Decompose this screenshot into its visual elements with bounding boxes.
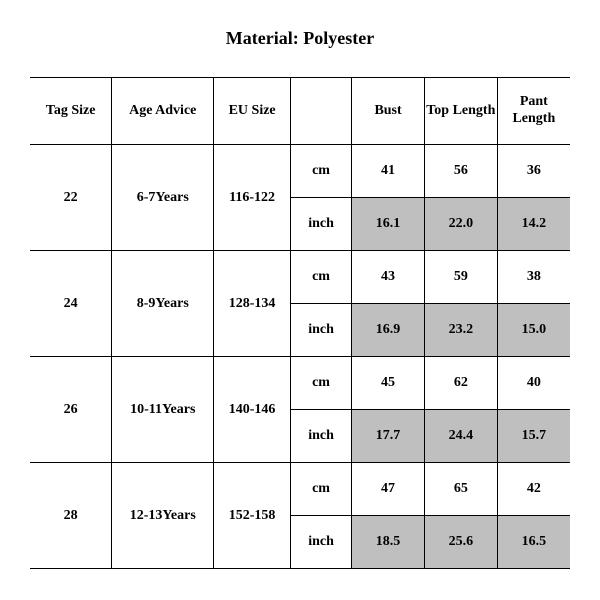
cell: 24.4 xyxy=(424,410,497,463)
page-title: Material: Polyester xyxy=(0,28,600,49)
cell: 65 xyxy=(424,463,497,516)
cell: 16.9 xyxy=(352,304,425,357)
cell: 23.2 xyxy=(424,304,497,357)
cell: 16.1 xyxy=(352,198,425,251)
cell: cm xyxy=(290,463,351,516)
cell: cm xyxy=(290,251,351,304)
cell: cm xyxy=(290,145,351,198)
page: Material: Polyester Tag Size Age Advice … xyxy=(0,0,600,600)
table-row: 2812-13Years152-158cm476542 xyxy=(30,463,570,516)
cell: 56 xyxy=(424,145,497,198)
cell: 62 xyxy=(424,357,497,410)
cell: 43 xyxy=(352,251,425,304)
cell: 12-13Years xyxy=(112,463,214,569)
table-row: 2610-11Years140-146cm456240 xyxy=(30,357,570,410)
cell: 14.2 xyxy=(497,198,570,251)
cell: 128-134 xyxy=(214,251,291,357)
cell: 18.5 xyxy=(352,516,425,569)
col-unit xyxy=(290,78,351,145)
cell: 47 xyxy=(352,463,425,516)
cell: 22 xyxy=(30,145,112,251)
size-chart-table: Tag Size Age Advice EU Size Bust Top Len… xyxy=(30,77,570,569)
cell: 45 xyxy=(352,357,425,410)
table-row: 226-7Years116-122cm415636 xyxy=(30,145,570,198)
cell: 10-11Years xyxy=(112,357,214,463)
cell: 140-146 xyxy=(214,357,291,463)
cell: 15.7 xyxy=(497,410,570,463)
cell: 42 xyxy=(497,463,570,516)
cell: inch xyxy=(290,410,351,463)
cell: 40 xyxy=(497,357,570,410)
cell: inch xyxy=(290,198,351,251)
table-header: Tag Size Age Advice EU Size Bust Top Len… xyxy=(30,78,570,145)
col-eu-size: EU Size xyxy=(214,78,291,145)
cell: 16.5 xyxy=(497,516,570,569)
col-age-advice: Age Advice xyxy=(112,78,214,145)
cell: 41 xyxy=(352,145,425,198)
col-top-length: Top Length xyxy=(424,78,497,145)
cell: inch xyxy=(290,304,351,357)
cell: 24 xyxy=(30,251,112,357)
table-body: 226-7Years116-122cm415636inch16.122.014.… xyxy=(30,145,570,569)
col-pant-length: Pant Length xyxy=(497,78,570,145)
cell: 59 xyxy=(424,251,497,304)
cell: 26 xyxy=(30,357,112,463)
table-row: 248-9Years128-134cm435938 xyxy=(30,251,570,304)
cell: 116-122 xyxy=(214,145,291,251)
cell: cm xyxy=(290,357,351,410)
cell: 28 xyxy=(30,463,112,569)
cell: 36 xyxy=(497,145,570,198)
cell: 25.6 xyxy=(424,516,497,569)
cell: 8-9Years xyxy=(112,251,214,357)
cell: 15.0 xyxy=(497,304,570,357)
col-bust: Bust xyxy=(352,78,425,145)
cell: 6-7Years xyxy=(112,145,214,251)
cell: inch xyxy=(290,516,351,569)
cell: 17.7 xyxy=(352,410,425,463)
cell: 152-158 xyxy=(214,463,291,569)
cell: 22.0 xyxy=(424,198,497,251)
col-tag-size: Tag Size xyxy=(30,78,112,145)
cell: 38 xyxy=(497,251,570,304)
